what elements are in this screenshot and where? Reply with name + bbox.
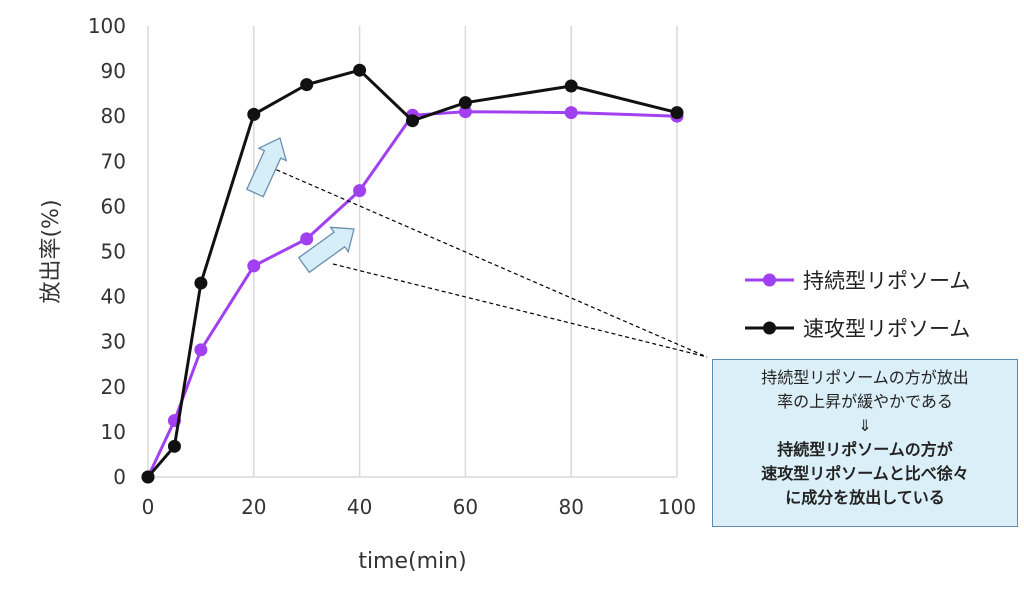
y-tick-label: 80: [101, 104, 126, 128]
data-point: [141, 470, 155, 484]
data-point: [300, 78, 314, 92]
data-point: [353, 184, 367, 198]
y-axis-title: 放出率(%): [39, 199, 64, 303]
data-point: [247, 107, 261, 121]
arrow-icon: [245, 137, 288, 198]
y-tick-labels: 0 10 20 30 40 50 60 70 80 90 100: [88, 14, 126, 489]
callout-line-2: 率の上昇が緩やかである: [777, 392, 953, 411]
arrow-icon: [297, 226, 355, 274]
y-tick-label: 70: [101, 149, 126, 173]
data-point: [564, 79, 578, 93]
leader-line-2: [332, 263, 708, 358]
data-point: [300, 232, 314, 246]
legend-marker: [763, 273, 776, 287]
axes: [147, 26, 677, 478]
series-line-2: [146, 68, 678, 478]
data-point: [458, 96, 472, 110]
callout-arrow: ⇓: [858, 416, 872, 435]
x-tick-label: 40: [347, 495, 372, 519]
data-point: [167, 439, 181, 453]
series-group: [141, 63, 684, 484]
data-point: [353, 63, 367, 77]
legend-label: 持続型リポソーム: [803, 269, 970, 293]
y-tick-label: 100: [88, 14, 126, 38]
x-tick-label: 20: [241, 495, 266, 519]
legend-label: 速攻型リポソーム: [803, 317, 970, 341]
y-tick-label: 60: [101, 194, 126, 218]
data-point: [406, 114, 419, 128]
x-tick-label: 0: [142, 495, 155, 519]
data-point: [194, 276, 208, 290]
x-tick-label: 80: [558, 495, 583, 519]
y-tick-label: 40: [101, 285, 126, 309]
data-point: [194, 343, 208, 357]
y-tick-label: 20: [101, 375, 126, 399]
x-tick-label: 100: [658, 495, 696, 519]
x-tick-label: 60: [453, 495, 478, 519]
legend-marker: [763, 321, 776, 335]
data-point: [564, 106, 578, 120]
callout-line-1: 持続型リポソームの方が放出: [761, 368, 969, 387]
series-line-1: [146, 110, 678, 478]
callout-line-4: 速攻型リポソームと比べ徐々: [761, 464, 969, 483]
x-tick-labels: 0 20 40 60 80 100: [142, 495, 696, 519]
y-tick-label: 0: [113, 465, 126, 489]
data-point: [670, 106, 684, 120]
x-axis-title: time(min): [358, 549, 466, 574]
y-tick-label: 30: [101, 330, 126, 354]
data-point: [247, 259, 261, 273]
callout-line-5: に成分を放出している: [785, 488, 945, 507]
annotations: [245, 137, 708, 358]
y-tick-label: 90: [101, 59, 126, 83]
callout-line-3: 持続型リポソームの方が: [777, 440, 953, 459]
y-tick-label: 10: [101, 420, 126, 444]
leader-line-1: [269, 166, 708, 358]
data-point: [458, 105, 472, 119]
y-tick-label: 50: [101, 240, 126, 264]
callout-box: 持続型リポソームの方が放出 率の上昇が緩やかである ⇓ 持続型リポソームの方が …: [712, 359, 1018, 527]
